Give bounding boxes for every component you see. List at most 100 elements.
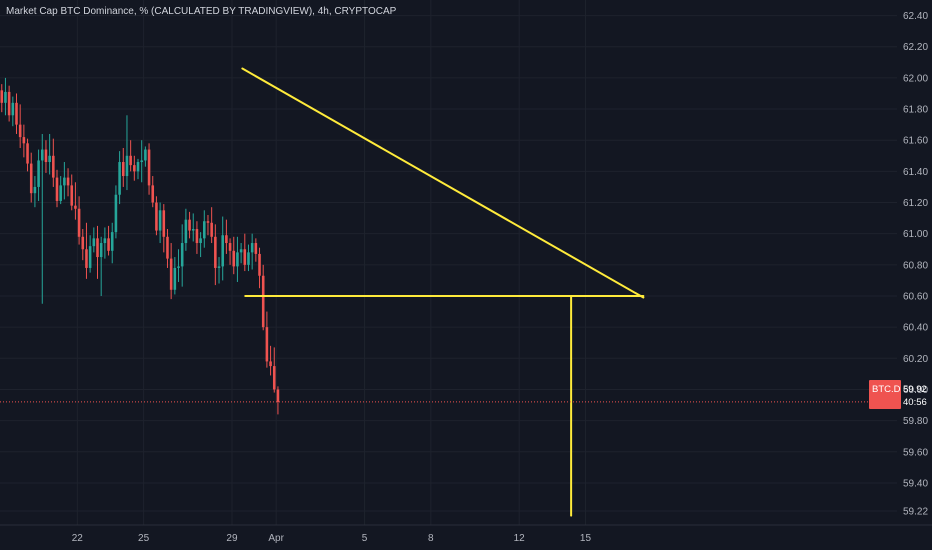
candle[interactable] xyxy=(121,147,125,187)
candle[interactable] xyxy=(133,155,136,181)
candle[interactable] xyxy=(96,225,99,279)
candle[interactable] xyxy=(155,196,158,236)
candle[interactable] xyxy=(191,213,195,242)
price-tag-symbol: BTC.D xyxy=(872,384,901,395)
candle[interactable] xyxy=(203,210,206,248)
candle[interactable] xyxy=(166,229,169,268)
candle[interactable] xyxy=(217,257,221,284)
candle[interactable] xyxy=(55,169,59,208)
candle[interactable] xyxy=(107,225,110,256)
candle[interactable] xyxy=(103,227,107,259)
candle[interactable] xyxy=(26,138,29,172)
candle[interactable] xyxy=(180,224,184,287)
candle[interactable] xyxy=(7,85,11,122)
candle[interactable] xyxy=(11,96,15,127)
candle[interactable] xyxy=(169,243,173,300)
candle[interactable] xyxy=(151,176,155,208)
candle[interactable] xyxy=(114,185,118,239)
candle[interactable] xyxy=(272,347,276,393)
candle[interactable] xyxy=(63,162,66,200)
candle[interactable] xyxy=(44,140,48,173)
candle[interactable] xyxy=(85,222,88,279)
candle[interactable] xyxy=(48,133,51,175)
candle[interactable] xyxy=(232,236,236,275)
candle[interactable] xyxy=(276,386,280,415)
candle[interactable] xyxy=(37,149,40,201)
candle[interactable] xyxy=(188,211,191,239)
candle[interactable] xyxy=(254,238,258,262)
candle[interactable] xyxy=(173,257,177,295)
candle[interactable] xyxy=(140,140,143,183)
candle[interactable] xyxy=(147,143,151,195)
candle-body xyxy=(110,232,114,251)
candle[interactable] xyxy=(261,264,265,331)
candle-body xyxy=(169,258,173,290)
y-tick-label: 59.22 xyxy=(903,506,928,517)
price-axis-background[interactable] xyxy=(897,0,932,525)
candle[interactable] xyxy=(225,219,228,254)
candle[interactable] xyxy=(214,224,217,286)
candle[interactable] xyxy=(33,176,37,208)
candle-body xyxy=(265,327,269,362)
candle[interactable] xyxy=(88,235,92,273)
candle[interactable] xyxy=(177,249,180,282)
candle-body xyxy=(26,143,29,164)
candle[interactable] xyxy=(162,204,166,253)
candle-body xyxy=(52,155,55,178)
candle[interactable] xyxy=(118,151,121,205)
candle[interactable] xyxy=(239,243,243,264)
candle-body xyxy=(136,162,140,172)
candle[interactable] xyxy=(15,93,18,134)
candle[interactable] xyxy=(158,202,162,244)
candle[interactable] xyxy=(184,208,188,251)
candle[interactable] xyxy=(59,176,62,205)
descending-resistance-line[interactable] xyxy=(241,67,645,299)
candle[interactable] xyxy=(195,221,199,254)
candle[interactable] xyxy=(40,133,44,304)
candle-body xyxy=(4,91,7,103)
candle[interactable] xyxy=(129,140,132,172)
candle[interactable] xyxy=(18,104,22,148)
candle[interactable] xyxy=(92,227,96,253)
candle[interactable] xyxy=(210,207,213,244)
candle[interactable] xyxy=(247,244,250,272)
candle[interactable] xyxy=(0,84,4,113)
candle[interactable] xyxy=(265,311,269,368)
candle[interactable] xyxy=(52,138,55,187)
candle[interactable] xyxy=(74,182,77,220)
candle[interactable] xyxy=(66,168,70,197)
candle[interactable] xyxy=(77,196,81,245)
y-tick-label: 61.80 xyxy=(903,105,928,116)
chart-title: Market Cap BTC Dominance, % (CALCULATED … xyxy=(6,6,397,17)
candle[interactable] xyxy=(125,115,129,191)
candle[interactable] xyxy=(206,214,210,236)
candle[interactable] xyxy=(70,174,74,211)
candle[interactable] xyxy=(81,229,85,261)
candle[interactable] xyxy=(110,222,114,264)
candle-body xyxy=(129,155,132,166)
candle[interactable] xyxy=(250,233,254,270)
drawings-layer[interactable] xyxy=(241,67,645,517)
candle[interactable] xyxy=(199,232,202,258)
candle[interactable] xyxy=(99,236,103,296)
candle[interactable] xyxy=(4,77,7,116)
time-axis-background[interactable] xyxy=(0,525,932,550)
candle-body xyxy=(258,253,261,276)
candles-layer[interactable] xyxy=(0,0,280,415)
candle-body xyxy=(63,177,66,186)
candle[interactable] xyxy=(258,247,261,289)
candle[interactable] xyxy=(29,152,33,203)
candle[interactable] xyxy=(22,124,26,158)
candle-body xyxy=(191,229,195,231)
candle[interactable] xyxy=(221,216,224,281)
candle[interactable] xyxy=(243,233,247,272)
candle[interactable] xyxy=(228,238,232,265)
candle[interactable] xyxy=(236,236,239,282)
candle[interactable] xyxy=(136,158,140,180)
candle[interactable] xyxy=(144,146,147,167)
y-tick-label: 61.00 xyxy=(903,229,928,240)
candle[interactable] xyxy=(269,345,272,376)
x-tick-label: 8 xyxy=(428,533,434,544)
